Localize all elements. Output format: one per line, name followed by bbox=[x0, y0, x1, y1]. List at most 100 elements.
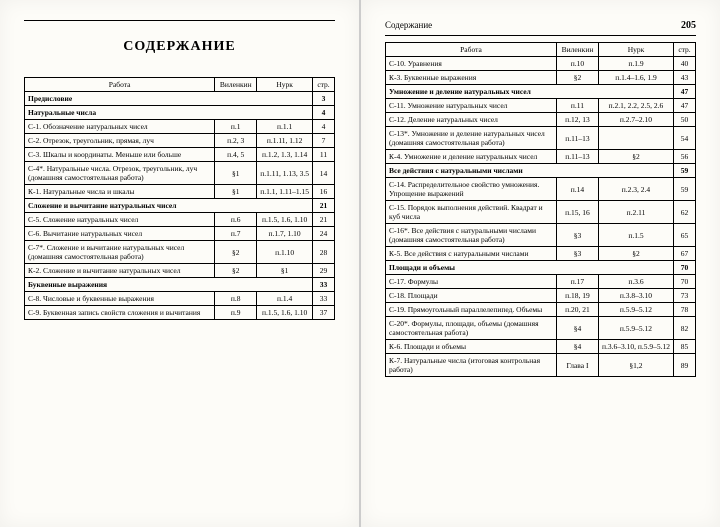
vilenkin-cell: п.2, 3 bbox=[215, 134, 257, 148]
table-row: С-5. Сложение натуральных чиселп.6п.1.5,… bbox=[25, 213, 335, 227]
nurk-cell: п.2.7–2.10 bbox=[598, 113, 673, 127]
vilenkin-cell: п.4, 5 bbox=[215, 148, 257, 162]
table-row: К-2. Сложение и вычитание натуральных чи… bbox=[25, 264, 335, 278]
page-ref: 14 bbox=[313, 162, 335, 185]
nurk-cell: §2 bbox=[598, 150, 673, 164]
work-cell: К-2. Сложение и вычитание натуральных чи… bbox=[25, 264, 215, 278]
page-ref: 85 bbox=[674, 340, 696, 354]
nurk-cell: п.3.8–3.10 bbox=[598, 289, 673, 303]
nurk-cell: п.1.5 bbox=[598, 224, 673, 247]
table-row: С-8. Числовые и буквенные выраженияп.8п.… bbox=[25, 292, 335, 306]
th-n: Нурк bbox=[257, 78, 313, 92]
page-ref: 65 bbox=[674, 224, 696, 247]
table-row: С-2. Отрезок, треугольник, прямая, лучп.… bbox=[25, 134, 335, 148]
section-label: Буквенные выражения bbox=[25, 278, 313, 292]
page-ref: 50 bbox=[674, 113, 696, 127]
vilenkin-cell: п.10 bbox=[556, 57, 598, 71]
vilenkin-cell: Глава I bbox=[556, 354, 598, 377]
top-rule bbox=[385, 35, 696, 36]
page-ref: 73 bbox=[674, 289, 696, 303]
page-ref: 89 bbox=[674, 354, 696, 377]
table-header-row: Работа Виленкин Нурк стр. bbox=[25, 78, 335, 92]
page-ref: 21 bbox=[313, 199, 335, 213]
th-work: Работа bbox=[25, 78, 215, 92]
work-cell: С-13*. Умножение и деление натуральных ч… bbox=[386, 127, 557, 150]
page-ref: 43 bbox=[674, 71, 696, 85]
nurk-cell: §2 bbox=[598, 247, 673, 261]
vilenkin-cell: п.6 bbox=[215, 213, 257, 227]
page-number: 205 bbox=[681, 20, 696, 31]
table-row: Сложение и вычитание натуральных чисел21 bbox=[25, 199, 335, 213]
right-page: Содержание 205 Работа Виленкин Нурк стр.… bbox=[360, 0, 720, 527]
vilenkin-cell: §3 bbox=[556, 247, 598, 261]
page-ref: 16 bbox=[313, 185, 335, 199]
th-n: Нурк bbox=[598, 43, 673, 57]
nurk-cell: п.5.9–5.12 bbox=[598, 317, 673, 340]
running-header: Содержание 205 bbox=[385, 20, 696, 31]
work-cell: С-10. Уравнения bbox=[386, 57, 557, 71]
toc-title: СОДЕРЖАНИЕ bbox=[24, 39, 335, 55]
nurk-cell: п.1.4 bbox=[257, 292, 313, 306]
page-ref: 59 bbox=[674, 164, 696, 178]
table-row: С-12. Деление натуральных чиселп.12, 13п… bbox=[386, 113, 696, 127]
work-cell: К-3. Буквенные выражения bbox=[386, 71, 557, 85]
vilenkin-cell: п.11 bbox=[556, 99, 598, 113]
vilenkin-cell: §1 bbox=[215, 162, 257, 185]
table-row: С-3. Шкалы и координаты. Меньше или боль… bbox=[25, 148, 335, 162]
table-row: Натуральные числа4 bbox=[25, 106, 335, 120]
work-cell: С-16*. Все действия с натуральными числа… bbox=[386, 224, 557, 247]
nurk-cell: п.5.9–5.12 bbox=[598, 303, 673, 317]
work-cell: С-11. Умножение натуральных чисел bbox=[386, 99, 557, 113]
nurk-cell: п.1.7, 1.10 bbox=[257, 227, 313, 241]
vilenkin-cell: п.11–13 bbox=[556, 150, 598, 164]
nurk-cell: п.1.9 bbox=[598, 57, 673, 71]
work-cell: С-19. Прямоугольный параллелепипед. Объе… bbox=[386, 303, 557, 317]
table-row: С-18. Площадип.18, 19п.3.8–3.1073 bbox=[386, 289, 696, 303]
section-label: Умножение и деление натуральных чисел bbox=[386, 85, 674, 99]
work-cell: С-6. Вычитание натуральных чисел bbox=[25, 227, 215, 241]
work-cell: С-15. Порядок выполнения действий. Квадр… bbox=[386, 201, 557, 224]
page-ref: 11 bbox=[313, 148, 335, 162]
nurk-cell: п.1.5, 1.6, 1.10 bbox=[257, 213, 313, 227]
table-row: К-3. Буквенные выражения§2п.1.4–1.6, 1.9… bbox=[386, 71, 696, 85]
table-row: Предисловие3 bbox=[25, 92, 335, 106]
table-row: С-13*. Умножение и деление натуральных ч… bbox=[386, 127, 696, 150]
table-row: К-1. Натуральные числа и шкалы§1п.1.1, 1… bbox=[25, 185, 335, 199]
page-ref: 82 bbox=[674, 317, 696, 340]
toc-table-right: Работа Виленкин Нурк стр. С-10. Уравнени… bbox=[385, 42, 696, 377]
table-row: Умножение и деление натуральных чисел47 bbox=[386, 85, 696, 99]
page-ref: 62 bbox=[674, 201, 696, 224]
page-ref: 24 bbox=[313, 227, 335, 241]
table-row: С-9. Буквенная запись свойств сложения и… bbox=[25, 306, 335, 320]
vilenkin-cell: п.12, 13 bbox=[556, 113, 598, 127]
table-row: С-19. Прямоугольный параллелепипед. Объе… bbox=[386, 303, 696, 317]
work-cell: С-3. Шкалы и координаты. Меньше или боль… bbox=[25, 148, 215, 162]
top-rule bbox=[24, 20, 335, 21]
nurk-cell bbox=[598, 127, 673, 150]
th-pg: стр. bbox=[313, 78, 335, 92]
th-v: Виленкин bbox=[556, 43, 598, 57]
nurk-cell: п.3.6 bbox=[598, 275, 673, 289]
table-row: К-6. Площади и объемы§4п.3.6–3.10, п.5.9… bbox=[386, 340, 696, 354]
vilenkin-cell: п.18, 19 bbox=[556, 289, 598, 303]
work-cell: С-4*. Натуральные числа. Отрезок, треуго… bbox=[25, 162, 215, 185]
nurk-cell: п.1.2, 1.3, 1.14 bbox=[257, 148, 313, 162]
vilenkin-cell: §3 bbox=[556, 224, 598, 247]
vilenkin-cell: §1 bbox=[215, 185, 257, 199]
table-row: С-16*. Все действия с натуральными числа… bbox=[386, 224, 696, 247]
table-row: К-4. Умножение и деление натуральных чис… bbox=[386, 150, 696, 164]
table-row: Площади и объемы70 bbox=[386, 261, 696, 275]
vilenkin-cell: п.11–13 bbox=[556, 127, 598, 150]
th-v: Виленкин bbox=[215, 78, 257, 92]
nurk-cell: п.1.1, 1.11–1.15 bbox=[257, 185, 313, 199]
vilenkin-cell: п.14 bbox=[556, 178, 598, 201]
vilenkin-cell: §2 bbox=[215, 241, 257, 264]
table-row: С-17. Формулып.17п.3.670 bbox=[386, 275, 696, 289]
work-cell: С-2. Отрезок, треугольник, прямая, луч bbox=[25, 134, 215, 148]
section-label: Натуральные числа bbox=[25, 106, 313, 120]
page-ref: 33 bbox=[313, 278, 335, 292]
table-row: С-15. Порядок выполнения действий. Квадр… bbox=[386, 201, 696, 224]
left-page: СОДЕРЖАНИЕ Работа Виленкин Нурк стр. Пре… bbox=[0, 0, 360, 527]
work-cell: С-18. Площади bbox=[386, 289, 557, 303]
page-ref: 54 bbox=[674, 127, 696, 150]
